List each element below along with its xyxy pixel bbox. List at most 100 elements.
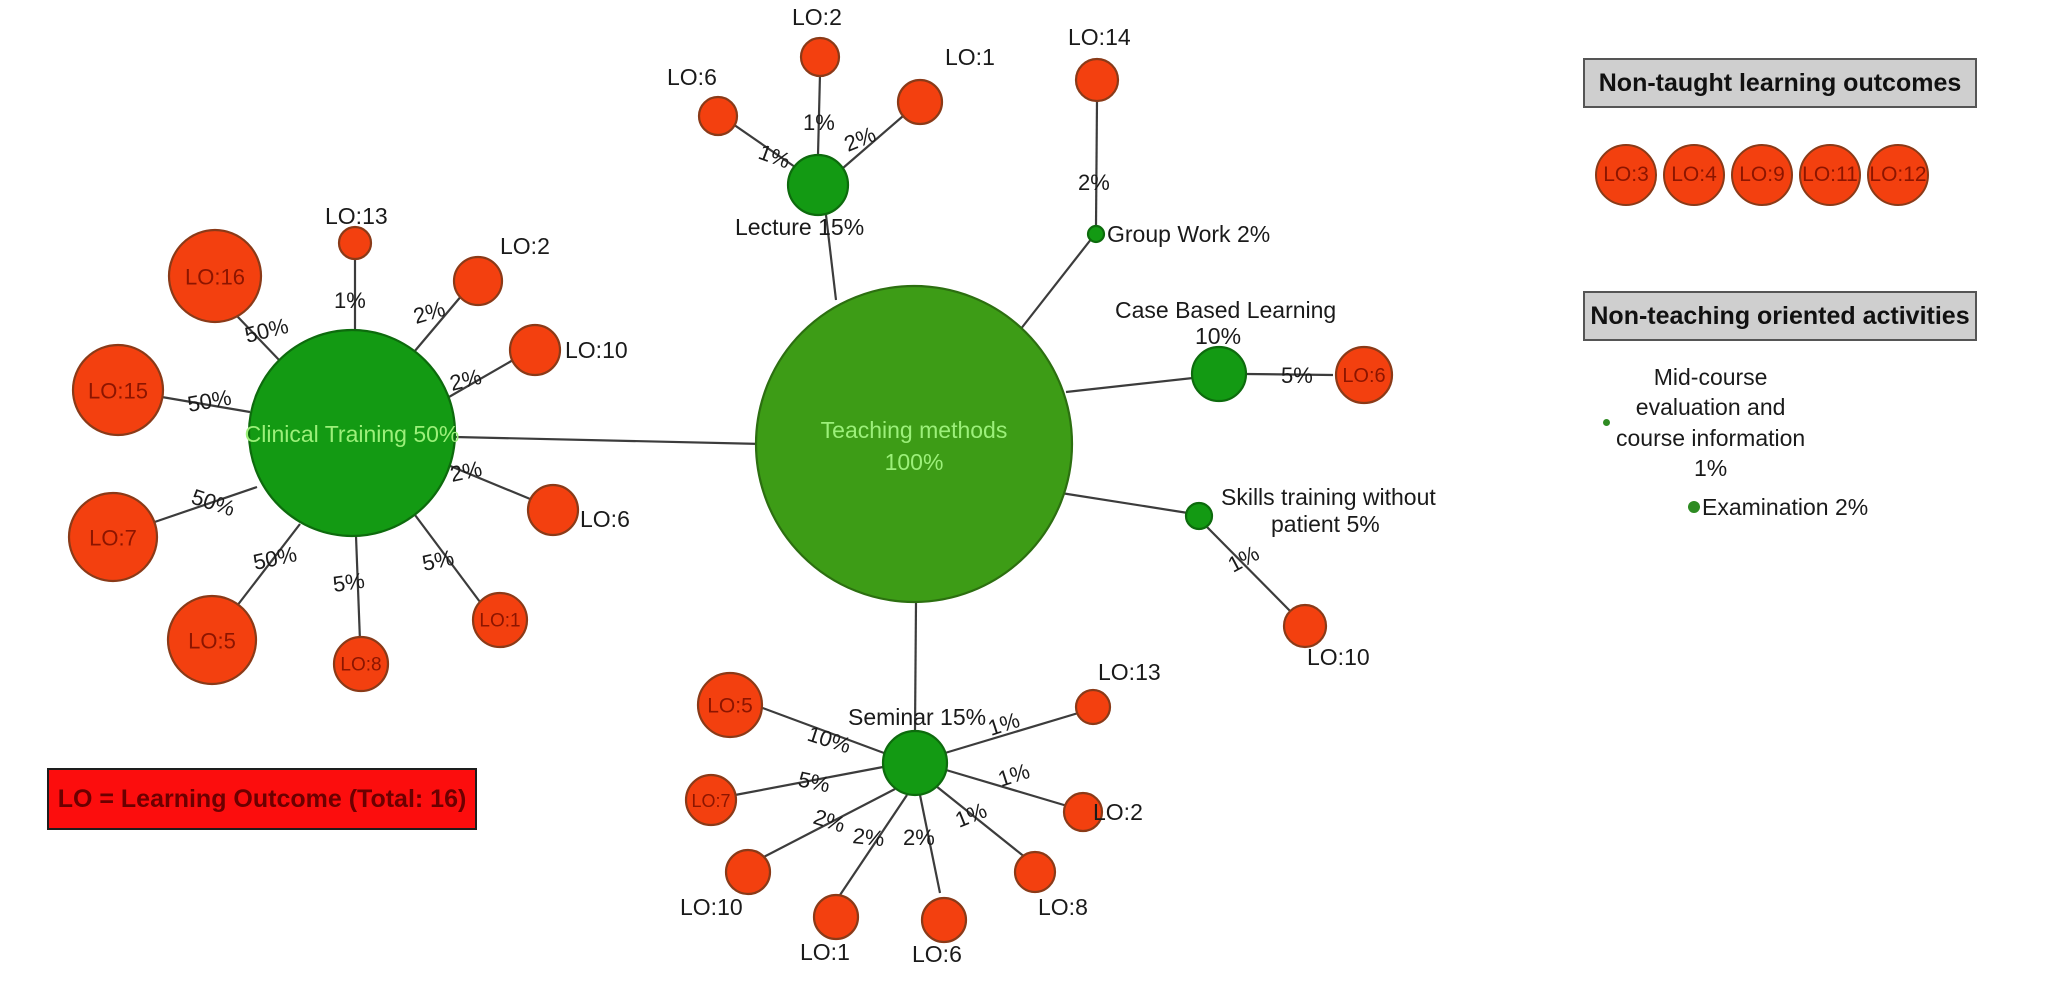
teaching-methods-label-line1: Teaching methods — [821, 417, 1008, 443]
node-lo[interactable]: LO:5 — [166, 594, 258, 686]
clinical-lo16-circle[interactable] — [167, 228, 263, 324]
skills-lo10-circle[interactable] — [1282, 603, 1328, 649]
seminar-lo8-circle[interactable] — [1013, 850, 1057, 894]
clinical-lo5-circle[interactable] — [166, 594, 258, 686]
node-lo[interactable] — [526, 483, 580, 537]
clinical-lo6-circle[interactable] — [526, 483, 580, 537]
edge-clinical-lo2 — [413, 287, 469, 353]
edge-skills-lo10 — [1206, 526, 1295, 616]
node-lo[interactable] — [697, 95, 739, 137]
case-lo6-circle[interactable] — [1334, 345, 1394, 405]
node-lo[interactable] — [452, 255, 504, 307]
node-lo[interactable] — [896, 78, 944, 126]
clinical-lo8-circle[interactable] — [332, 635, 390, 693]
node-lo[interactable]: LO:8 — [332, 635, 390, 693]
node-lo[interactable] — [508, 323, 562, 377]
seminar-lo5-circle[interactable] — [696, 671, 764, 739]
groupwork-edges — [1094, 99, 1099, 227]
lecture-lo1-circle[interactable] — [896, 78, 944, 126]
node-lo[interactable]: LO:6 — [1334, 345, 1394, 405]
non-teaching-activity-item[interactable]: Examination 2% — [1688, 492, 1868, 522]
seminar-lo6-ext-label: LO:6 — [912, 941, 962, 967]
lecture-lo6-circle[interactable] — [697, 95, 739, 137]
clinical-lo2-ext-label: LO:2 — [500, 233, 550, 259]
pct-clinical-lo7: 50% — [188, 484, 238, 521]
node-lo[interactable] — [1074, 57, 1120, 103]
node-lo[interactable]: LO:7 — [684, 773, 738, 827]
lecture-satellites: LO:6 LO:2 LO:1 — [667, 4, 995, 137]
edge-root-groupwork — [1019, 237, 1093, 331]
node-clinical-training[interactable]: Clinical Training 50% — [245, 328, 460, 538]
node-lecture[interactable] — [786, 153, 850, 217]
pct-clinical-lo6: 2% — [448, 456, 484, 487]
clinical-lo2-circle[interactable] — [452, 255, 504, 307]
node-lo[interactable]: LO:5 — [696, 671, 764, 739]
legend-lo-item[interactable]: LO:12 — [1867, 144, 1929, 206]
case-edges — [1245, 372, 1334, 377]
node-lo[interactable]: LO:15 — [71, 343, 165, 437]
legend-lo-item[interactable]: LO:9 — [1731, 144, 1793, 206]
teaching-methods-circle[interactable] — [754, 284, 1074, 604]
clinical-lo15-circle[interactable] — [71, 343, 165, 437]
activity-line-2: evaluation and — [1635, 394, 1786, 421]
lecture-circle[interactable] — [786, 153, 850, 217]
node-case-based-learning[interactable] — [1190, 345, 1248, 403]
clinical-lo7-circle[interactable] — [67, 491, 159, 583]
lecture-label: Lecture 15% — [735, 214, 864, 240]
node-lo[interactable] — [1282, 603, 1328, 649]
group-work-circle[interactable] — [1086, 224, 1106, 244]
skills-lo10-ext-label: LO:10 — [1307, 644, 1370, 670]
clinical-lo7-label: LO:7 — [89, 526, 137, 551]
green-dot-icon — [1688, 501, 1700, 514]
clinical-edges — [139, 256, 536, 642]
seminar-lo7-label: LO:7 — [691, 791, 730, 811]
node-lo[interactable]: LO:7 — [67, 491, 159, 583]
edge-seminar-lo13 — [944, 709, 1086, 755]
case-based-learning-circle[interactable] — [1190, 345, 1248, 403]
node-lo[interactable] — [1062, 791, 1104, 833]
legend-lo-item[interactable]: LO:11 — [1799, 144, 1861, 206]
node-lo[interactable] — [1074, 688, 1112, 726]
legend-lo-item[interactable]: LO:4 — [1663, 144, 1725, 206]
seminar-lo1-circle[interactable] — [812, 893, 860, 941]
seminar-circle[interactable] — [881, 729, 949, 797]
clinical-lo13-circle[interactable] — [337, 225, 373, 261]
clinical-lo1-circle[interactable] — [471, 591, 529, 649]
pct-clinical-lo2: 2% — [410, 296, 447, 329]
pct-lecture-lo1: 2% — [841, 122, 880, 157]
seminar-lo2-circle[interactable] — [1062, 791, 1104, 833]
node-seminar[interactable] — [881, 729, 949, 797]
node-group-work[interactable] — [1086, 224, 1106, 244]
edge-clinical-lo8 — [354, 535, 362, 642]
groupwork-satellites: LO:14 2% — [1068, 24, 1131, 195]
groupwork-lo14-circle[interactable] — [1074, 57, 1120, 103]
node-teaching-methods[interactable]: Teaching methods 100% — [754, 284, 1074, 604]
node-lo[interactable]: LO:16 — [167, 228, 263, 324]
clinical-training-circle[interactable] — [247, 328, 457, 538]
node-skills-training[interactable] — [1184, 501, 1214, 531]
node-lo[interactable] — [337, 225, 373, 261]
node-lo[interactable] — [1013, 850, 1057, 894]
activity-line-1: Mid-course — [1653, 364, 1768, 390]
node-lo[interactable] — [812, 893, 860, 941]
legend-lo-item[interactable]: LO:3 — [1595, 144, 1657, 206]
seminar-lo6-circle[interactable] — [920, 896, 968, 944]
seminar-lo13-circle[interactable] — [1074, 688, 1112, 726]
edge-lecture-lo6 — [729, 121, 796, 168]
pct-clinical-lo15: 50% — [186, 385, 234, 417]
edge-clinical-lo1 — [414, 514, 481, 603]
node-lo[interactable] — [799, 36, 841, 78]
skills-training-circle[interactable] — [1184, 501, 1214, 531]
clinical-lo10-circle[interactable] — [508, 323, 562, 377]
case-based-learning-label-line2: 10% — [1195, 323, 1241, 349]
lecture-lo2-circle[interactable] — [799, 36, 841, 78]
non-teaching-activity-item[interactable]: Mid-course evaluation and course informa… — [1603, 362, 1805, 483]
node-lo[interactable] — [724, 848, 772, 896]
seminar-satellites: LO:5 LO:7 LO:10 LO:1 LO:6 LO:8 — [680, 659, 1161, 967]
seminar-lo10-circle[interactable] — [724, 848, 772, 896]
seminar-lo7-circle[interactable] — [684, 773, 738, 827]
pct-clinical-lo10: 2% — [447, 364, 484, 396]
non-teaching-activity-label: Mid-course evaluation and course informa… — [1616, 362, 1805, 483]
node-lo[interactable]: LO:1 — [471, 591, 529, 649]
node-lo[interactable] — [920, 896, 968, 944]
